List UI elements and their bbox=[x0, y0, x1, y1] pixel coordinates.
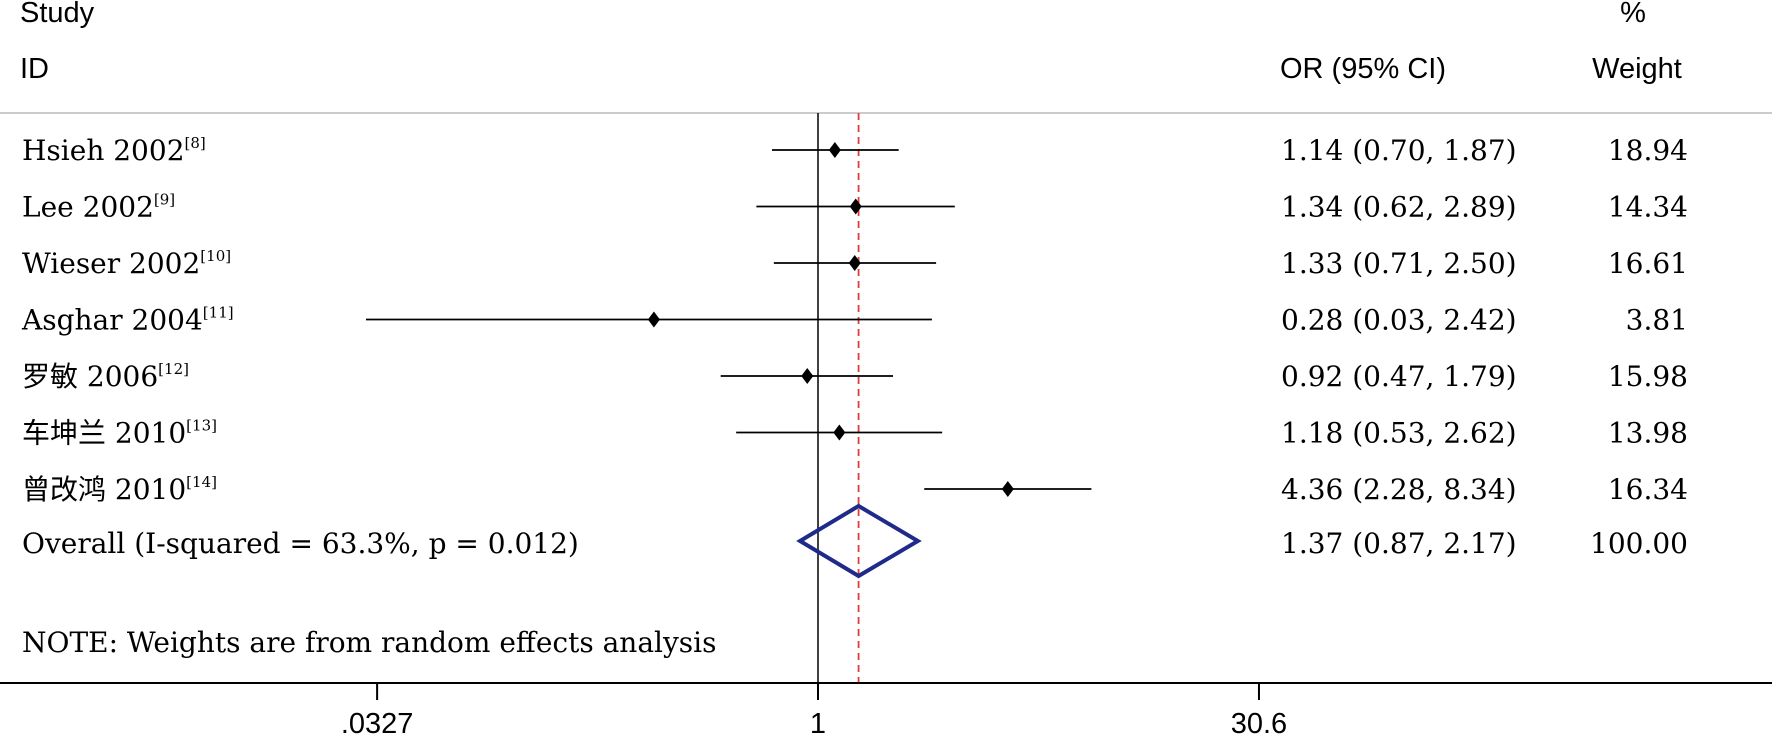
x-tick-label: 30.6 bbox=[1231, 708, 1287, 740]
study-weight: 16.61 bbox=[1608, 247, 1688, 280]
header-study: Study bbox=[20, 0, 95, 29]
study-or-ci: 1.18 (0.53, 2.62) bbox=[1281, 417, 1517, 450]
study-weight: 16.34 bbox=[1608, 473, 1688, 506]
study-reference: [9] bbox=[154, 191, 175, 209]
study-name: Hsieh 2002[8] bbox=[22, 134, 206, 167]
study-or-ci: 1.33 (0.71, 2.50) bbox=[1281, 247, 1517, 280]
study-row: 曾改鸿 2010[14] 4.36 (2.28, 8.34) 16.34 bbox=[22, 473, 1688, 506]
overall-diamond bbox=[796, 503, 922, 579]
study-row: Asghar 2004[11] 0.28 (0.03, 2.42) 3.81 bbox=[21, 304, 1688, 337]
study-name: Lee 2002[9] bbox=[22, 191, 175, 224]
study-or-ci: 0.28 (0.03, 2.42) bbox=[1281, 304, 1517, 337]
header-or-ci: OR (95% CI) bbox=[1280, 53, 1446, 85]
study-weight: 14.34 bbox=[1608, 191, 1688, 224]
study-row: Lee 2002[9] 1.34 (0.62, 2.89) 14.34 bbox=[22, 191, 1688, 224]
point-estimate-marker bbox=[1001, 481, 1014, 497]
study-name: 车坤兰 2010[13] bbox=[22, 417, 217, 450]
point-estimate-marker bbox=[833, 424, 846, 441]
x-tick-label: .0327 bbox=[341, 708, 414, 740]
x-axis-ticks: .0327 1 30.6 bbox=[341, 683, 1287, 740]
header-percent: % bbox=[1620, 0, 1646, 29]
study-row: Hsieh 2002[8] 1.14 (0.70, 1.87) 18.94 bbox=[22, 134, 1688, 167]
overall-ci: 1.37 (0.87, 2.17) bbox=[1281, 527, 1517, 560]
study-name: Asghar 2004[11] bbox=[21, 304, 234, 337]
study-weight: 13.98 bbox=[1608, 417, 1688, 450]
study-name-text: 罗敏 2006 bbox=[22, 360, 158, 393]
study-reference: [11] bbox=[203, 304, 234, 322]
study-reference: [8] bbox=[185, 134, 206, 152]
study-name: 罗敏 2006[12] bbox=[22, 360, 189, 393]
study-weight: 18.94 bbox=[1608, 134, 1688, 167]
study-name-text: Hsieh 2002 bbox=[22, 134, 185, 167]
study-reference: [13] bbox=[186, 417, 217, 435]
study-name-text: Wieser 2002 bbox=[22, 247, 200, 280]
study-or-ci: 0.92 (0.47, 1.79) bbox=[1281, 360, 1517, 393]
study-name-text: Lee 2002 bbox=[22, 191, 154, 224]
study-reference: [14] bbox=[186, 473, 217, 491]
study-reference: [10] bbox=[200, 247, 231, 265]
header-weight: Weight bbox=[1592, 53, 1682, 85]
point-estimate-marker bbox=[647, 311, 660, 328]
study-name: 曾改鸿 2010[14] bbox=[22, 473, 217, 506]
study-name: Wieser 2002[10] bbox=[22, 247, 231, 280]
point-estimate-marker bbox=[848, 255, 861, 271]
study-row: 车坤兰 2010[13] 1.18 (0.53, 2.62) 13.98 bbox=[22, 417, 1688, 450]
study-name-text: 曾改鸿 2010 bbox=[22, 473, 186, 506]
header-id: ID bbox=[20, 53, 49, 85]
study-row: Wieser 2002[10] 1.33 (0.71, 2.50) 16.61 bbox=[22, 247, 1688, 280]
study-or-ci: 1.14 (0.70, 1.87) bbox=[1281, 134, 1517, 167]
point-estimate-marker bbox=[849, 198, 862, 215]
study-rows: Hsieh 2002[8] 1.14 (0.70, 1.87) 18.94 Lee 2… bbox=[21, 134, 1688, 506]
study-reference: [12] bbox=[158, 360, 189, 378]
x-tick-label: 1 bbox=[810, 708, 826, 740]
study-weight: 15.98 bbox=[1608, 360, 1688, 393]
study-name-text: 车坤兰 2010 bbox=[22, 417, 186, 450]
study-weight: 3.81 bbox=[1626, 304, 1688, 337]
point-estimate-marker bbox=[801, 368, 814, 384]
weights-note: NOTE: Weights are from random effects an… bbox=[22, 626, 716, 659]
overall-weight: 100.00 bbox=[1590, 527, 1688, 560]
study-or-ci: 1.34 (0.62, 2.89) bbox=[1281, 191, 1517, 224]
overall-label: Overall (I-squared = 63.3%, p = 0.012) bbox=[22, 527, 579, 560]
point-estimate-marker bbox=[828, 142, 841, 158]
study-row: 罗敏 2006[12] 0.92 (0.47, 1.79) 15.98 bbox=[22, 360, 1688, 393]
study-name-text: Asghar 2004 bbox=[21, 304, 203, 337]
study-or-ci: 4.36 (2.28, 8.34) bbox=[1281, 473, 1517, 506]
